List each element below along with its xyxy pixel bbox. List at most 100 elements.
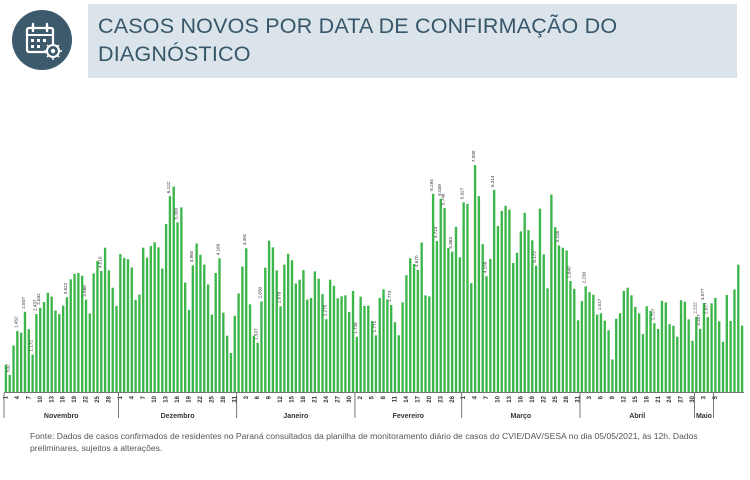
- data-label: 1.726: [353, 322, 358, 334]
- bar: [626, 287, 629, 392]
- month-label: Abril: [629, 413, 645, 420]
- bar: [229, 352, 233, 392]
- bar: [603, 320, 606, 392]
- bar: [161, 268, 164, 392]
- bar: [660, 300, 664, 392]
- month-label: Fevereiro: [393, 413, 425, 420]
- bar: [401, 302, 404, 392]
- x-tick-label: 30: [690, 395, 696, 402]
- data-label: 2.840: [566, 266, 571, 278]
- x-tick-label: 28: [106, 395, 112, 402]
- month-label: Maio: [696, 413, 712, 420]
- bar: [271, 247, 275, 392]
- data-label: 6.314: [490, 175, 495, 187]
- calendar-virus-icon: [25, 22, 62, 60]
- bar: [622, 290, 626, 392]
- bar: [504, 205, 507, 392]
- bar: [214, 272, 217, 392]
- bar: [260, 301, 263, 392]
- bar: [718, 321, 721, 392]
- x-tick-label: 9: [610, 395, 616, 399]
- bar: [176, 222, 179, 392]
- x-tick-label: 3: [244, 395, 250, 399]
- bar: [210, 314, 214, 392]
- data-label: 1.452: [13, 316, 18, 328]
- data-label: 4.383: [448, 237, 453, 249]
- bar: [195, 243, 198, 392]
- bar: [103, 247, 107, 392]
- x-tick-label: 5: [370, 395, 376, 399]
- bar: [573, 288, 576, 392]
- x-tick-label: 13: [164, 395, 170, 402]
- bar: [431, 193, 435, 392]
- x-tick-label: 24: [324, 395, 330, 402]
- data-label: 3.226: [555, 230, 560, 242]
- bar: [54, 310, 57, 392]
- bar: [115, 305, 118, 392]
- data-label: 5.927: [460, 187, 465, 199]
- data-label: 7.090: [471, 150, 476, 162]
- data-label: 2.507: [21, 297, 26, 309]
- page-title: CASOS NOVOS POR DATA DE CONFIRMAÇÃO DO D…: [98, 14, 618, 66]
- data-label: 2.275: [322, 304, 327, 316]
- x-tick-label: 16: [518, 395, 524, 402]
- bar: [668, 324, 671, 392]
- bar: [458, 257, 461, 392]
- bar: [203, 264, 206, 392]
- bar: [740, 325, 744, 392]
- bar: [252, 335, 256, 392]
- bar: [256, 342, 259, 392]
- bar: [725, 295, 729, 392]
- bar: [145, 257, 149, 392]
- x-tick-label: 19: [187, 395, 193, 402]
- data-label: 2.230: [582, 271, 587, 283]
- x-tick-label: 9: [267, 395, 273, 399]
- bar: [592, 294, 595, 392]
- bar: [126, 259, 130, 392]
- bar: [634, 306, 637, 392]
- month-label: Novembro: [44, 413, 79, 420]
- bar: [599, 313, 603, 392]
- bar: [302, 270, 305, 392]
- bar: [710, 303, 713, 392]
- x-tick-label: 22: [198, 395, 204, 402]
- bar: [538, 208, 542, 392]
- bar: [550, 194, 553, 392]
- bar: [420, 242, 423, 392]
- x-tick-label: 28: [564, 395, 570, 402]
- bar: [328, 279, 332, 392]
- bar: [31, 354, 34, 392]
- bar: [595, 314, 599, 392]
- x-tick-label: 21: [312, 395, 318, 402]
- header-banner: CASOS NOVOS POR DATA DE CONFIRMAÇÃO DO D…: [88, 4, 737, 78]
- x-tick-label: 22: [84, 395, 90, 402]
- x-tick-label: 22: [541, 395, 547, 402]
- bar: [153, 242, 156, 392]
- bar: [77, 272, 80, 392]
- x-tick-label: 16: [61, 395, 67, 402]
- bar: [542, 254, 545, 392]
- x-tick-label: 28: [221, 395, 227, 402]
- bar: [649, 310, 652, 392]
- bar: [222, 312, 225, 392]
- x-tick-label: 15: [290, 395, 296, 402]
- bar: [88, 313, 91, 392]
- bar: [92, 273, 95, 392]
- data-label: 532: [6, 364, 11, 372]
- data-label: 4.180: [216, 243, 221, 255]
- data-label: 2.437: [32, 299, 37, 311]
- bar: [50, 296, 53, 392]
- bar: [615, 318, 618, 392]
- bar: [290, 260, 294, 392]
- bar: [27, 329, 30, 392]
- bar: [180, 207, 183, 392]
- bar: [378, 297, 381, 392]
- data-label: 1.774: [387, 290, 392, 302]
- bar: [298, 279, 301, 392]
- bar: [702, 303, 706, 392]
- x-tick-label: 13: [49, 395, 55, 402]
- bar: [721, 341, 725, 392]
- bar: [16, 330, 19, 392]
- bar: [164, 224, 168, 392]
- bar: [508, 209, 511, 392]
